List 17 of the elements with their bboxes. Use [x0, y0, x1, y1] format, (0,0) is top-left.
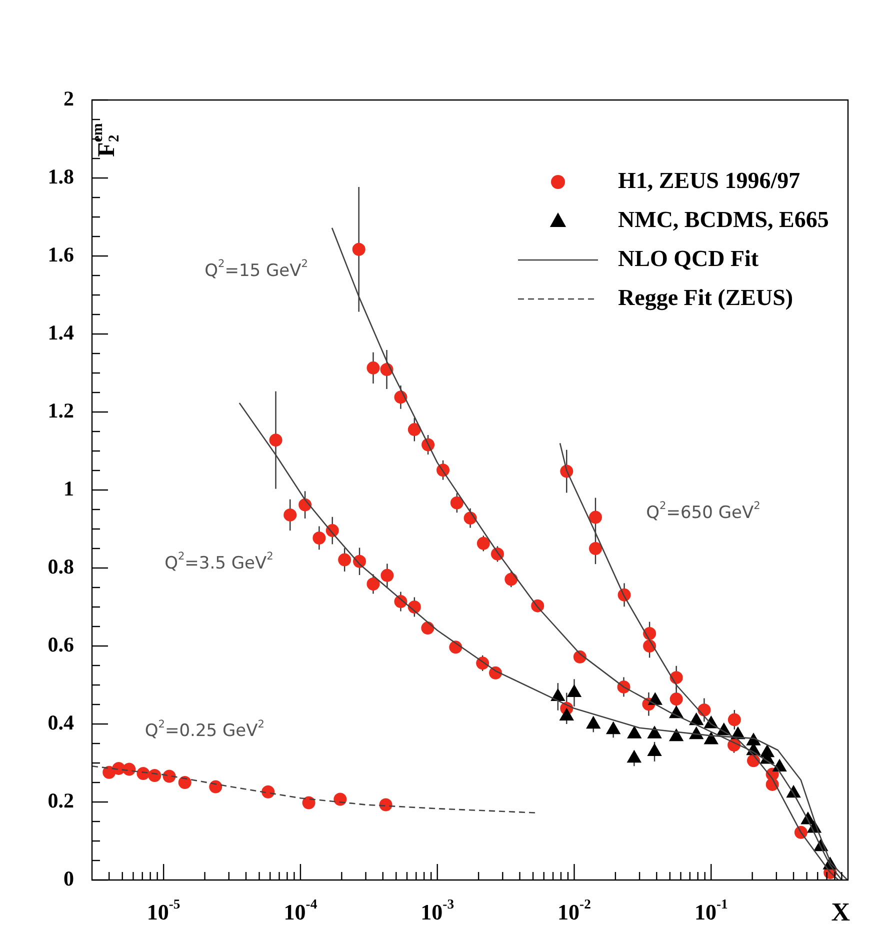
y-tick-label: 1.6: [48, 242, 74, 266]
y-tick-label: 1.8: [48, 164, 74, 188]
legend-label: H1, ZEUS 1996/97: [618, 168, 800, 193]
legend-label: NLO QCD Fit: [618, 246, 759, 271]
y-tick-label: 0.8: [48, 554, 74, 578]
y-tick-label: 1.4: [48, 320, 74, 344]
y-tick-label: 0.2: [48, 788, 74, 812]
y-tick-label: 2: [64, 86, 74, 110]
y-tick-label: 0.6: [48, 632, 74, 656]
x-axis-title: X: [831, 898, 850, 927]
y-tick-label: 0: [64, 866, 74, 890]
legend-label: Regge Fit (ZEUS): [618, 284, 794, 311]
legend-label: NMC, BCDMS, E665: [618, 206, 829, 232]
y-tick-label: 1: [64, 476, 74, 500]
y-tick-label: 0.4: [48, 710, 74, 734]
y-axis-title: F2em: [90, 122, 123, 157]
y-tick-label: 1.2: [48, 398, 74, 422]
